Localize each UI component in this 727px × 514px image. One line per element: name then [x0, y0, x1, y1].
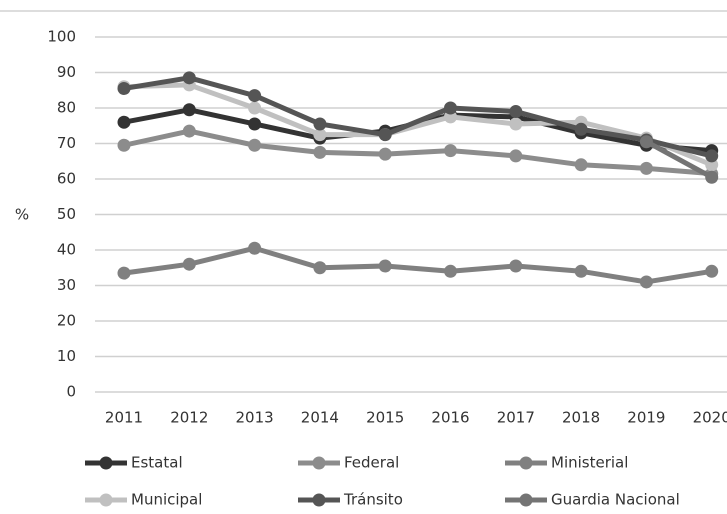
legend-marker: [312, 456, 326, 470]
marker: [313, 145, 327, 159]
y-tick-label: 10: [57, 347, 76, 365]
x-tick-label: 2017: [497, 409, 535, 427]
marker: [182, 257, 196, 271]
y-tick-label: 70: [57, 134, 76, 152]
marker: [313, 261, 327, 275]
y-tick-label: 90: [57, 63, 76, 81]
y-tick-label: 40: [57, 241, 76, 259]
marker: [117, 81, 131, 95]
marker: [444, 144, 457, 158]
x-tick-label: 2012: [170, 409, 208, 427]
marker: [509, 117, 523, 131]
legend-marker: [519, 493, 533, 507]
marker: [248, 101, 262, 115]
marker: [574, 122, 588, 136]
marker: [378, 147, 392, 161]
series-line: [123, 82, 713, 168]
marker: [574, 264, 588, 278]
marker: [248, 89, 262, 103]
x-tick-label: 2011: [105, 409, 143, 427]
y-tick-label: 0: [66, 383, 76, 401]
marker: [182, 124, 196, 138]
x-tick-label: 2014: [301, 409, 339, 427]
marker: [639, 275, 653, 289]
marker: [705, 170, 719, 184]
legend-label: Estatal: [131, 454, 183, 472]
marker: [313, 117, 327, 131]
y-tick-label: 20: [57, 312, 76, 330]
legend-label: Tránsito: [343, 491, 403, 509]
marker: [574, 158, 588, 172]
series-line: [123, 75, 713, 159]
legend-label: Ministerial: [551, 454, 628, 472]
y-tick-label: 60: [57, 170, 76, 188]
legend-label: Federal: [344, 454, 399, 472]
series-line: [123, 128, 712, 177]
marker: [117, 266, 131, 280]
series-line: [123, 245, 713, 285]
legend-marker: [519, 456, 533, 470]
marker: [378, 128, 392, 142]
marker: [705, 149, 719, 163]
marker: [248, 241, 262, 255]
marker: [117, 138, 131, 152]
marker: [117, 115, 131, 129]
legend-marker: [99, 456, 113, 470]
series-line: [645, 139, 713, 180]
marker: [705, 264, 719, 278]
marker: [378, 259, 392, 273]
marker: [444, 101, 457, 115]
marker: [639, 135, 653, 149]
marker: [509, 259, 523, 273]
legend-marker: [312, 493, 326, 507]
marker: [182, 103, 196, 117]
marker: [313, 128, 327, 142]
marker: [509, 105, 523, 119]
marker: [639, 161, 653, 175]
legend-marker: [99, 493, 113, 507]
marker: [248, 138, 262, 152]
x-tick-label: 2015: [366, 409, 404, 427]
legend-label: Guardia Nacional: [551, 491, 680, 509]
y-tick-label: 30: [57, 276, 76, 294]
y-tick-label: 80: [57, 99, 76, 117]
x-tick-label: 2020: [693, 409, 727, 427]
marker: [248, 117, 262, 131]
x-tick-label: 2018: [562, 409, 600, 427]
legend-label: Municipal: [131, 491, 202, 509]
y-tick-label: 50: [57, 205, 76, 223]
x-tick-label: 2013: [236, 409, 274, 427]
y-axis-label: %: [15, 206, 29, 224]
x-tick-label: 2019: [627, 409, 665, 427]
marker: [182, 71, 196, 85]
y-tick-label: 100: [47, 28, 76, 46]
marker: [509, 149, 523, 163]
x-tick-label: 2016: [431, 409, 469, 427]
marker: [444, 264, 457, 278]
